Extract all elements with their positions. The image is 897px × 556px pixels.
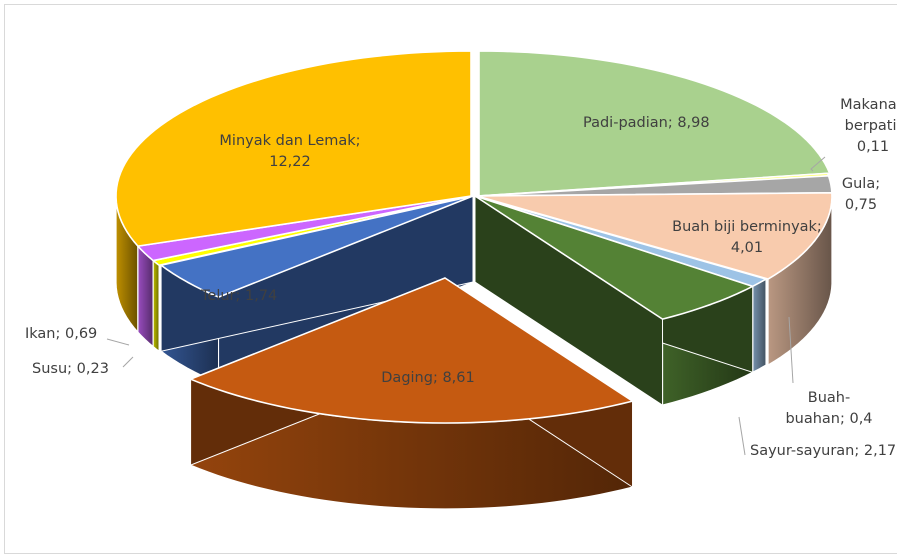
slice-wall-buah-buahan [752,278,767,374]
leader-line-sayur-sayuran [738,416,746,456]
leader-line-susu [122,356,134,368]
data-label-buah-buahan: Buah-buahan; 0,4 [785,390,872,427]
slice-buah-biji-berminyak [476,192,833,280]
slice-wall-ikan [137,244,154,348]
pie-chart: Padi-padian; 8,98 Makananberpati;0,11 Gula… [25,50,897,510]
data-label-sayur-sayuran: Sayur-sayuran; 2,17 [750,443,896,459]
data-label-ikan: Ikan; 0,69 [25,326,97,342]
pie-top-faces [115,50,833,424]
data-label-makanan-berpati: Makananberpati;0,11 [840,97,897,155]
slice-sayur-sayuran [474,195,754,320]
slice-daging [189,277,634,424]
data-label-buah-biji-berminyak: Buah biji berminyak; 4,01 [672,219,822,256]
leader-line-makanan-berpati [810,156,826,172]
data-label-susu: Susu; 0,23 [32,361,109,377]
slice-wall-susu [152,259,160,353]
slice-padi-padian [478,50,831,197]
slice-telur [160,195,474,298]
chart-frame: Padi-padian; 8,98 Makananberpati;0,11 Gula… [4,4,897,554]
leader-line-ikan [106,338,130,346]
data-label-padi-padian: Padi-padian; 8,98 [583,115,710,131]
leader-line-gula [812,187,828,192]
leader-line-buah-buahan [788,316,794,384]
data-label-telur: Telur; 1,74 [200,288,277,304]
data-label-gula: Gula; 0,75 [842,176,880,213]
data-labels: Padi-padian; 8,98 Makananberpati;0,11 Gula… [25,97,897,459]
data-label-daging: Daging; 8,61 [381,370,474,386]
slice-minyak-dan-lemak [115,50,472,247]
data-label-minyak-dan-lemak: Minyak dan Lemak; 12,22 [219,133,360,170]
leader-lines [106,156,828,456]
